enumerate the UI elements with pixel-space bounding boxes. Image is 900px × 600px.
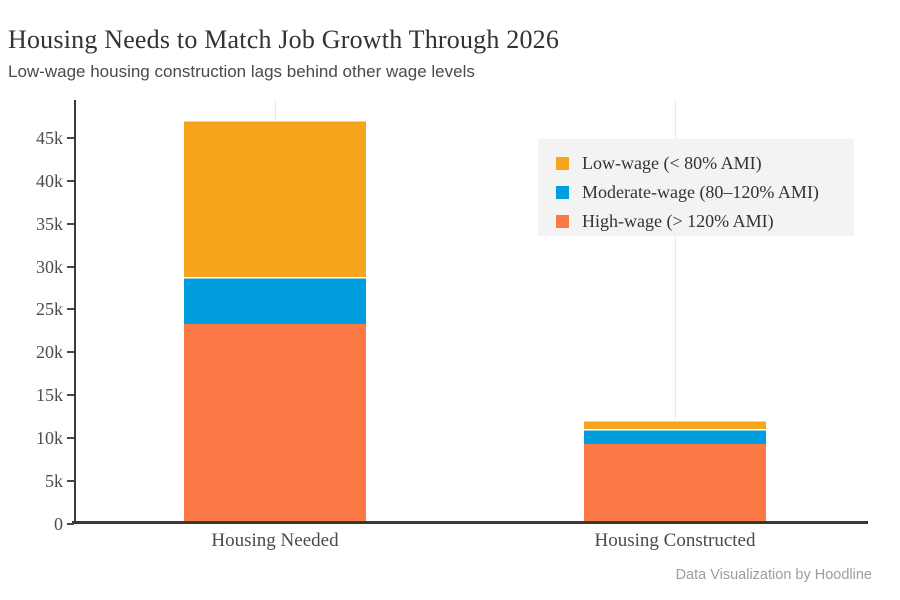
- y-tick-label: 15k: [36, 385, 63, 406]
- y-tick-mark: [67, 222, 74, 225]
- category-gridline: [674, 100, 676, 522]
- legend-color-swatch: [556, 215, 569, 228]
- legend-item: Moderate-wage (80–120% AMI): [538, 178, 854, 207]
- y-tick-mark: [67, 136, 74, 139]
- legend-item-label: Moderate-wage (80–120% AMI): [582, 182, 819, 202]
- bar-segment: [584, 444, 766, 523]
- bar-segment: [584, 420, 766, 429]
- chart-title: Housing Needs to Match Job Growth Throug…: [8, 25, 560, 54]
- legend-color-swatch: [556, 186, 569, 199]
- y-tick-label: 45k: [36, 127, 63, 148]
- legend-item-label: Low-wage (< 80% AMI): [582, 153, 762, 173]
- legend-item: Low-wage (< 80% AMI): [538, 149, 854, 178]
- y-tick-mark: [67, 179, 74, 182]
- bar-segment: [584, 428, 766, 445]
- legend-item-label: High-wage (> 120% AMI): [582, 211, 774, 231]
- credit-text: Data Visualization by Hoodline: [675, 567, 872, 583]
- y-tick-mark: [67, 437, 74, 440]
- y-tick-label: 0: [54, 514, 63, 534]
- bar-segment: [184, 276, 366, 324]
- legend-color-swatch: [556, 157, 569, 170]
- y-tick-label: 30k: [36, 256, 63, 277]
- y-tick-label: 35k: [36, 213, 63, 234]
- plot-area: Housing Needed Housing Constructed 0 5k 10k 1…: [36, 100, 875, 551]
- chart-subtitle: Low-wage housing construction lags behin…: [8, 62, 475, 81]
- y-axis-line: [74, 100, 76, 524]
- y-tick-mark: [67, 265, 74, 268]
- y-tick-label: 5k: [45, 471, 63, 492]
- y-tick-mark: [67, 523, 74, 525]
- y-tick-mark: [67, 394, 74, 397]
- legend-item: High-wage (> 120% AMI): [538, 207, 854, 236]
- y-tick-label: 25k: [36, 299, 63, 320]
- y-tick-mark: [67, 351, 74, 354]
- y-tick-label: 20k: [36, 342, 63, 363]
- x-category-label: Housing Needed: [211, 530, 339, 551]
- bar-segment: [184, 323, 366, 523]
- y-tick-mark: [67, 480, 74, 483]
- y-tick-mark: [67, 308, 74, 311]
- x-category-label: Housing Constructed: [594, 530, 756, 551]
- legend: Low-wage (< 80% AMI) Moderate-wage (80–12…: [538, 139, 854, 236]
- y-tick-label: 40k: [36, 170, 63, 191]
- x-axis-line: [72, 521, 868, 524]
- bar-segment: [184, 120, 366, 277]
- y-tick-label: 10k: [36, 428, 63, 449]
